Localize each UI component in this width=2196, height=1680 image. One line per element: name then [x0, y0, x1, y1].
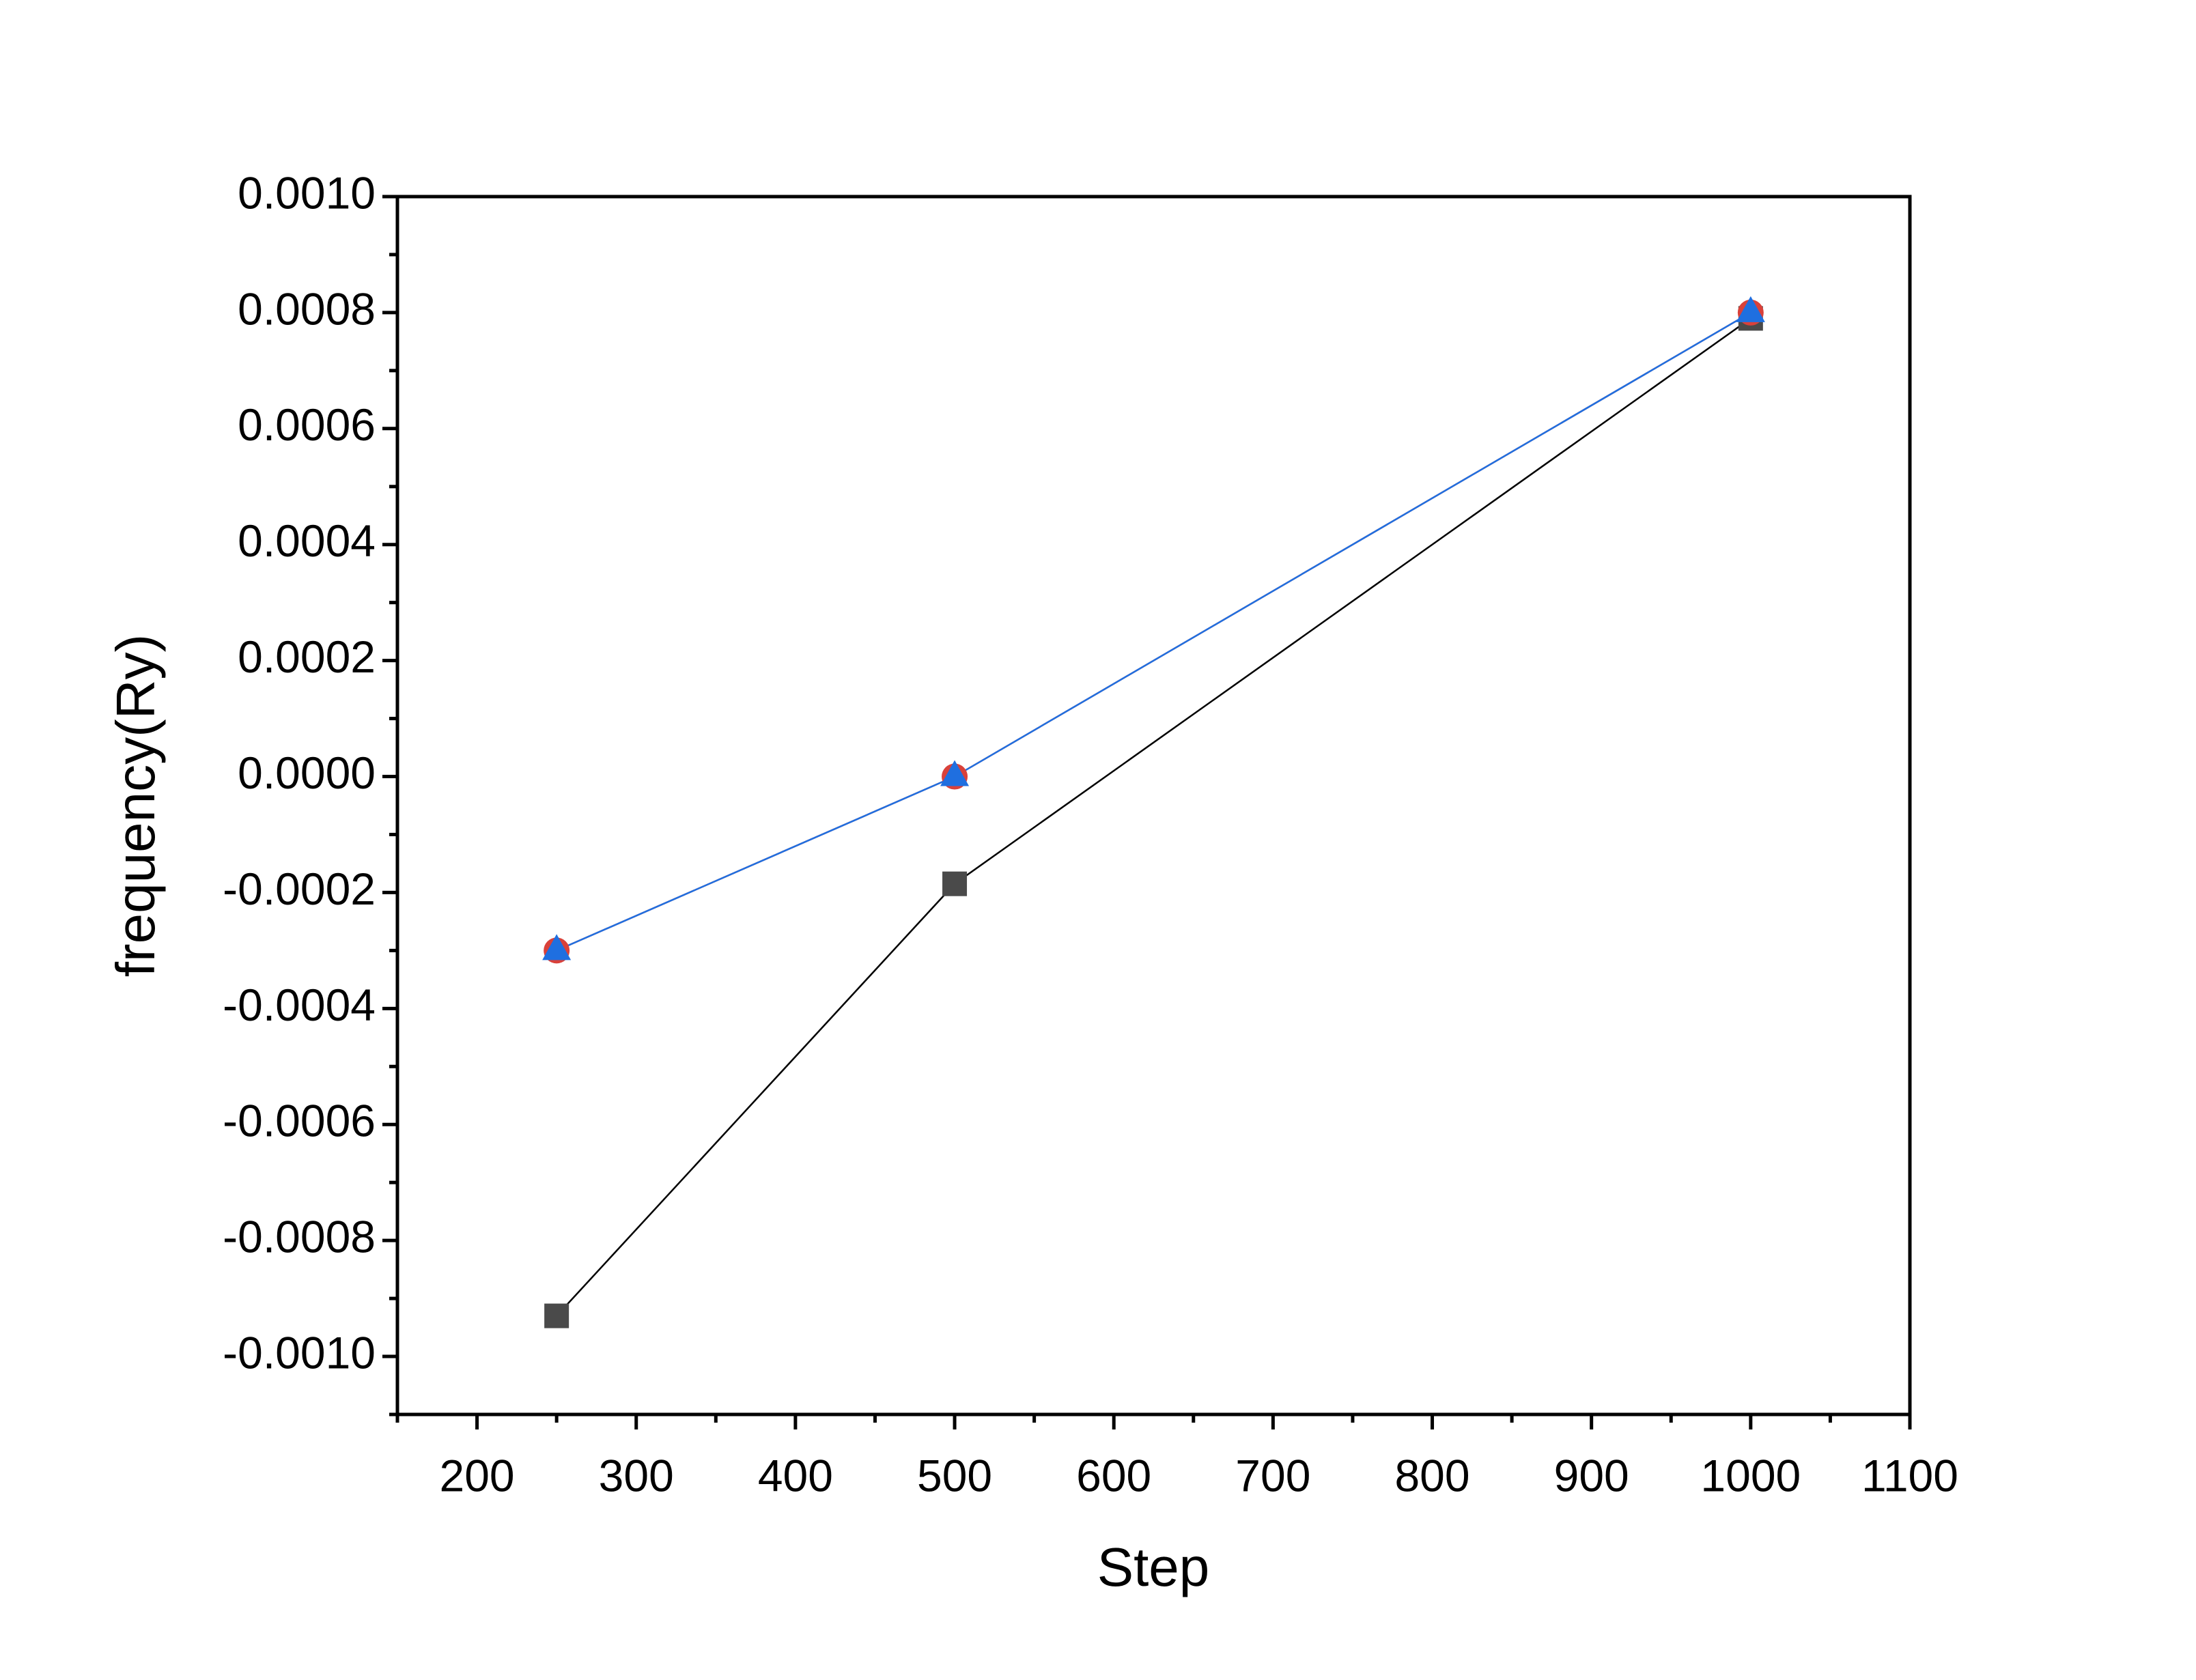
x-tick-label: 600	[1076, 1450, 1151, 1500]
marker	[942, 871, 968, 896]
y-tick-label: 0.0010	[238, 167, 376, 218]
x-tick-label: 200	[440, 1450, 515, 1500]
x-tick-label: 800	[1394, 1450, 1469, 1500]
y-tick-label: -0.0008	[223, 1212, 376, 1262]
x-tick-label: 1000	[1700, 1450, 1801, 1500]
marker	[542, 934, 572, 960]
y-tick-label: -0.0002	[223, 864, 376, 914]
y-tick-label: 0.0008	[238, 283, 376, 334]
y-tick-label: -0.0004	[223, 980, 376, 1030]
x-tick-label: 300	[599, 1450, 674, 1500]
plot-frame	[395, 195, 1912, 1416]
y-tick-label: 0.0004	[238, 515, 376, 566]
x-tick-label: 500	[917, 1450, 992, 1500]
x-tick-label: 1100	[1861, 1450, 1958, 1500]
x-tick-label: 400	[758, 1450, 833, 1500]
y-tick-label: -0.0006	[223, 1096, 376, 1146]
x-tick-label: 900	[1554, 1450, 1629, 1500]
y-tick-label: 0.0006	[238, 399, 376, 450]
marker	[1736, 296, 1765, 322]
y-tick-label: 0.0002	[238, 631, 376, 682]
series-line	[556, 317, 1751, 1317]
x-tick-label: 700	[1235, 1450, 1310, 1500]
series-line	[556, 311, 1751, 952]
y-axis-title: frequency(Ry)	[105, 634, 166, 977]
marker	[544, 1303, 569, 1328]
y-tick-label: -0.0010	[223, 1327, 376, 1378]
series-line	[556, 311, 1751, 952]
x-axis-title: Step	[1097, 1537, 1210, 1597]
marker	[940, 760, 970, 786]
y-tick-label: 0.0000	[238, 748, 376, 798]
